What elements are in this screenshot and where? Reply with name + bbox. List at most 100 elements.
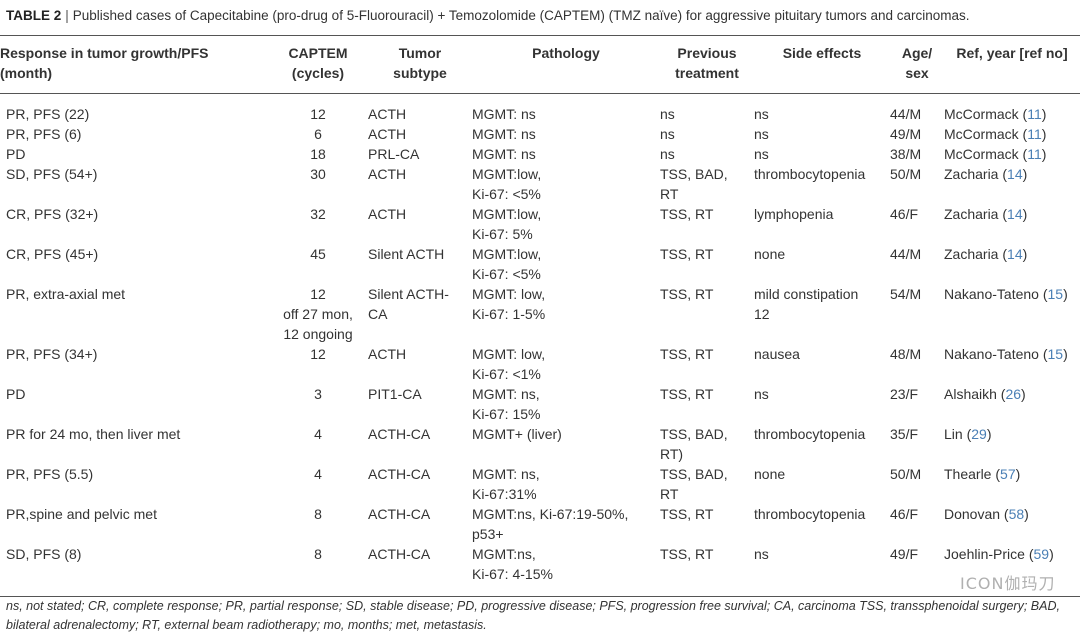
cell-captem: 4 [314,426,322,442]
cell-subtype: PIT1-CA [368,386,422,402]
cell-captem: 3 [314,386,322,402]
cell-captem: 32 [310,206,326,222]
cell-previous-treatment: ns [660,106,675,122]
cell-age-sex: 49/M [890,126,922,142]
cell-subtype: ACTH [368,206,407,222]
cell-previous-treatment: TSS, RT [660,544,754,597]
cell-response: SD, PFS (8) [0,544,268,597]
cell-side-effects: thrombocytopenia [754,506,866,522]
cases-table: Response in tumor growth/PFS (month) CAP… [0,35,1080,597]
cell-response: PR, PFS (22) [6,106,90,122]
cell-pathology: MGMT: ns [472,126,536,142]
cell-response: SD, PFS (54+) [6,166,98,182]
cell-subtype: PRL-CA [368,146,420,162]
cell-side-effects: lymphopenia [754,206,834,222]
table-row: PD 3 PIT1-CA MGMT: ns, Ki-67: 15% TSS, RT ns 2… [0,384,1080,424]
cell-side-effects: mild constipation 12 [754,286,859,322]
cell-side-effects: ns [754,146,769,162]
cell-pathology: MGMT: ns, Ki-67:31% [472,466,540,502]
cell-age-sex: 50/M [890,166,922,182]
caption-text: Published cases of Capecitabine (pro-dru… [72,8,970,23]
ref-number-link[interactable]: 15 [1047,286,1064,302]
caption-separator: | [65,8,69,23]
cell-previous-treatment: TSS, RT [660,206,714,222]
table-row: SD, PFS (8) 8 ACTH-CA MGMT:ns, Ki-67: 4-15%… [0,544,1080,597]
cell-subtype: ACTH-CA [368,466,431,482]
header-response: Response in tumor growth/PFS (month) [0,35,268,94]
cell-ref: Joehlin-Price (59) [944,544,1080,597]
ref-number-link[interactable]: 29 [971,426,987,442]
cell-captem: 6 [314,126,322,142]
cell-ref: Zacharia (14) [944,246,1028,262]
cell-captem: 8 [268,544,368,597]
table-footnote: ns, not stated; CR, complete response; P… [6,599,1060,632]
ref-number-link[interactable]: 11 [1027,106,1042,122]
cell-previous-treatment: TSS, BAD, RT [660,466,728,502]
cell-age-sex: 48/M [890,346,922,362]
cell-previous-treatment: ns [660,146,675,162]
cell-previous-treatment: TSS, RT [660,346,714,362]
cell-captem: 12 [310,346,326,362]
ref-number-link[interactable]: 26 [1005,386,1022,402]
cell-subtype: ACTH-CA [368,506,431,522]
table-row: PR,spine and pelvic met 8 ACTH-CA MGMT:ns, … [0,504,1080,544]
cell-pathology: MGMT:low, Ki-67: 5% [472,206,542,242]
header-side-effects: Side effects [754,35,890,94]
table-row: PD 18 PRL-CA MGMT: ns ns ns 38/M McCormack (11) [0,144,1080,164]
cell-ref: Nakano-Tateno (15) [944,286,1068,302]
cell-pathology: MGMT+ (liver) [472,426,562,442]
cell-pathology: MGMT: ns, Ki-67: 15% [472,386,541,422]
cell-captem: 30 [310,166,326,182]
cell-previous-treatment: ns [660,126,675,142]
cell-captem: 8 [314,506,322,522]
cell-response: PR for 24 mo, then liver met [6,426,181,442]
cell-age-sex: 44/M [890,106,922,122]
table-row: SD, PFS (54+) 30 ACTH MGMT:low, Ki-67: <5% T… [0,164,1080,204]
cell-ref: Nakano-Tateno (15) [944,346,1068,362]
cell-previous-treatment: TSS, RT [660,386,714,402]
table-caption: TABLE 2 | Published cases of Capecitabine … [6,8,970,23]
ref-number-link[interactable]: 57 [1000,466,1016,482]
cell-age-sex: 35/F [890,426,919,442]
ref-number-link[interactable]: 11 [1027,126,1042,142]
ref-number-link[interactable]: 14 [1007,206,1023,222]
cell-ref: McCormack (11) [944,106,1047,122]
cell-age-sex: 38/M [890,146,922,162]
ref-number-link[interactable]: 15 [1047,346,1064,362]
table-header-row: Response in tumor growth/PFS (month) CAP… [0,35,1080,94]
cell-pathology: MGMT:ns, Ki-67:19-50%, p53+ [472,506,629,542]
ref-number-link[interactable]: 58 [1008,506,1025,522]
cell-previous-treatment: TSS, RT [660,246,714,262]
ref-number-link[interactable]: 14 [1007,246,1023,262]
cell-ref: Zacharia (14) [944,166,1028,182]
cell-response: PR, extra-axial met [6,286,126,302]
ref-number-link[interactable]: 14 [1007,166,1023,182]
cell-subtype: ACTH [368,106,407,122]
cell-previous-treatment: TSS, BAD, RT [660,166,728,202]
cell-ref: McCormack (11) [944,146,1047,162]
cell-age-sex: 44/M [890,246,922,262]
cell-captem: 12 off 27 mon, 12 ongoing [283,286,353,342]
cell-age-sex: 54/M [890,286,922,302]
cell-captem: 4 [314,466,322,482]
table-row: PR, PFS (5.5) 4 ACTH-CA MGMT: ns, Ki-67:31%… [0,464,1080,504]
header-pathology: Pathology [472,35,660,94]
ref-number-link[interactable]: 11 [1027,146,1042,162]
table-row: PR, PFS (34+) 12 ACTH MGMT: low, Ki-67: <1%… [0,344,1080,384]
cell-previous-treatment: TSS, RT [660,286,714,302]
cell-side-effects: ns [754,544,890,597]
cell-response: CR, PFS (45+) [6,246,99,262]
cell-side-effects: none [754,466,786,482]
cell-side-effects: nausea [754,346,800,362]
cell-age-sex: 50/M [890,466,922,482]
cell-ref: Donovan (58) [944,506,1029,522]
table-row: PR for 24 mo, then liver met 4 ACTH-CA MGMT… [0,424,1080,464]
ref-number-link[interactable]: 59 [1033,546,1050,562]
cell-side-effects: thrombocytopenia [754,426,866,442]
cell-age-sex: 23/F [890,386,919,402]
header-captem: CAPTEM (cycles) [268,35,368,94]
cell-age-sex: 49/F [890,544,944,597]
cell-age-sex: 46/F [890,206,919,222]
cell-ref: Lin (29) [944,426,992,442]
header-ref: Ref, year [ref no] [944,35,1080,94]
